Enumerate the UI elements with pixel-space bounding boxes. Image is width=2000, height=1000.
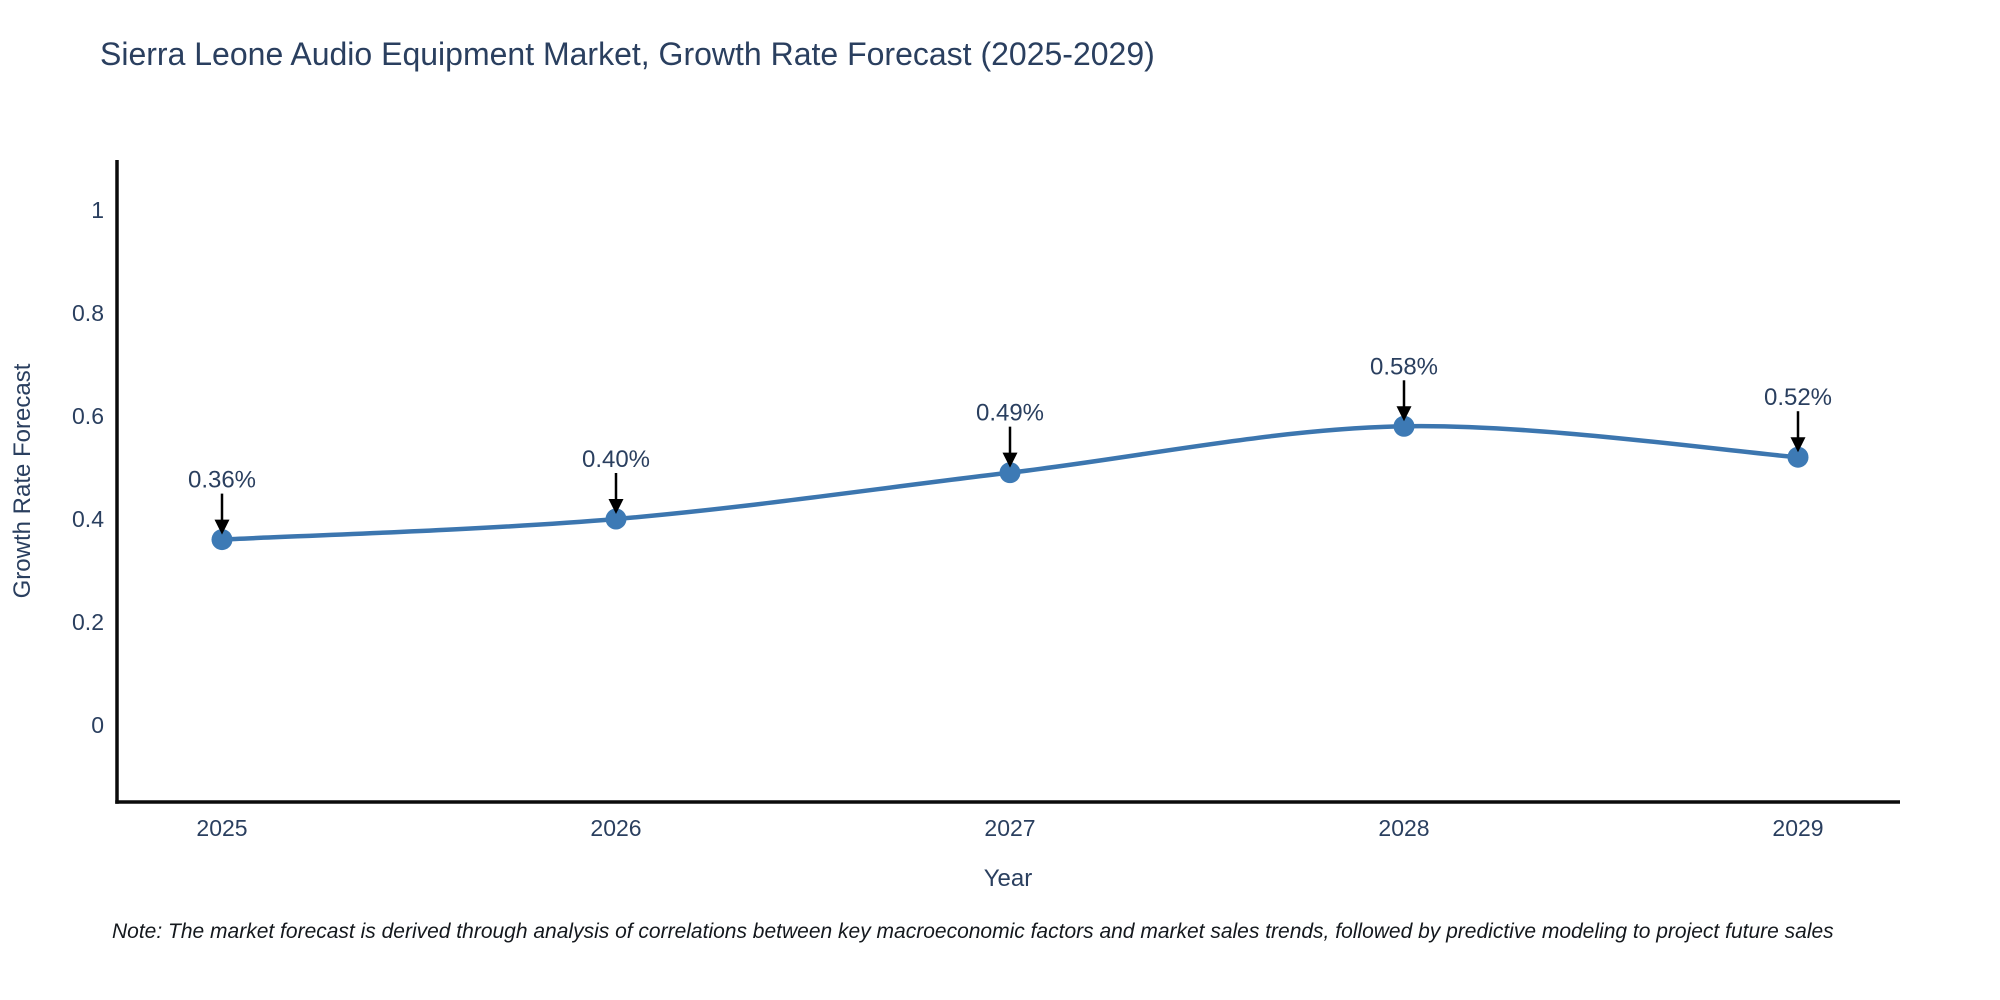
x-tick-label: 2028 xyxy=(1378,815,1429,841)
y-tick-label: 0.4 xyxy=(72,506,104,532)
y-tick-label: 0.2 xyxy=(72,609,104,635)
x-axis-title: Year xyxy=(984,865,1033,892)
y-tick-label: 1 xyxy=(91,197,104,223)
plot-built-group: 0 0.2 0.4 0.6 0.8 1 2025 2026 2027 2028 2029 0.36% 0… xyxy=(72,160,1900,841)
annotation-arrowhead-icon xyxy=(1790,437,1806,453)
chart-title: Sierra Leone Audio Equipment Market, Gro… xyxy=(100,36,1155,72)
y-tick-label: 0.8 xyxy=(72,300,104,326)
y-tick-label: 0.6 xyxy=(72,403,104,429)
data-point-label: 0.58% xyxy=(1370,353,1438,380)
data-point-marker[interactable] xyxy=(211,529,233,551)
data-point-label: 0.40% xyxy=(582,446,650,473)
x-tick-label: 2029 xyxy=(1772,815,1823,841)
data-point-marker[interactable] xyxy=(1393,415,1415,437)
y-axis-title: Growth Rate Forecast xyxy=(9,363,36,598)
y-tick-label: 0 xyxy=(91,712,104,738)
annotation-arrowhead-icon xyxy=(214,519,230,535)
data-point-marker[interactable] xyxy=(1787,446,1809,468)
x-tick-label: 2025 xyxy=(196,815,247,841)
data-point-label: 0.49% xyxy=(976,400,1044,427)
data-point-marker[interactable] xyxy=(605,508,627,530)
annotation-arrowhead-icon xyxy=(1396,406,1412,422)
x-tick-label: 2027 xyxy=(984,815,1035,841)
annotation-arrowhead-icon xyxy=(608,499,624,514)
x-tick-label: 2026 xyxy=(590,815,641,841)
data-point-label: 0.36% xyxy=(188,467,256,494)
data-point-marker[interactable] xyxy=(999,462,1021,484)
annotation-arrowhead-icon xyxy=(1002,452,1018,468)
footnote: Note: The market forecast is derived thr… xyxy=(112,920,1834,943)
data-point-label: 0.52% xyxy=(1764,384,1832,411)
